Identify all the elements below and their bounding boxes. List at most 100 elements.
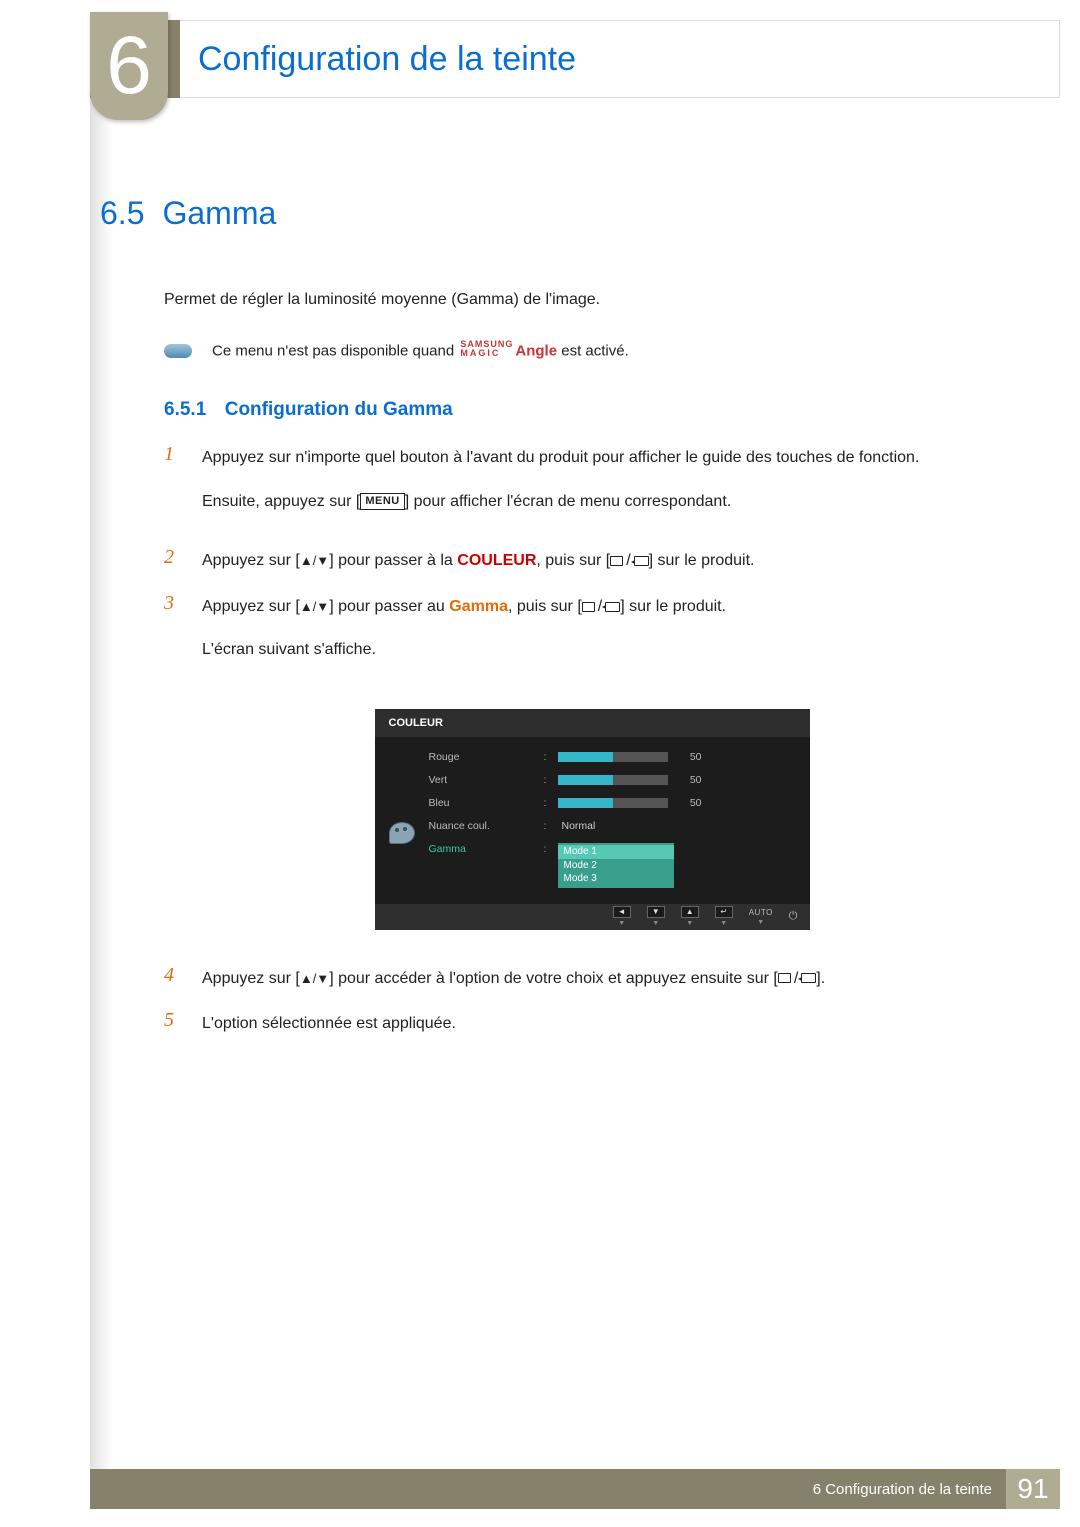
up-down-arrows-icon: ▲/▼ <box>300 553 329 568</box>
slider-val-rouge: 50 <box>678 751 702 763</box>
step-number: 1 <box>164 443 182 530</box>
slider-fill <box>558 775 613 785</box>
slider-track <box>558 775 668 785</box>
slider-val-vert: 50 <box>678 774 702 786</box>
osd-label-bleu: Bleu <box>429 797 544 809</box>
t: ] pour passer au <box>329 598 449 615</box>
footer-chapter-text: 6 Configuration de la teinte <box>813 1481 992 1498</box>
left-arrow-icon: ◄ <box>618 908 626 916</box>
t: ] sur le produit. <box>649 552 755 569</box>
colon: : <box>544 820 558 832</box>
osd-screenshot-wrap: COULEUR Rouge Vert Bleu Nuance coul. Gam… <box>164 709 1020 930</box>
slider-rouge: 50 <box>558 751 796 763</box>
step-2: 2 Appuyez sur [▲/▼] pour passer à la COU… <box>164 546 1020 576</box>
osd-title: COULEUR <box>375 709 810 737</box>
slider-fill <box>558 752 613 762</box>
up-down-arrows-icon: ▲/▼ <box>300 599 329 614</box>
t: , puis sur [ <box>536 552 610 569</box>
t: ] pour accéder à l'option de votre choix… <box>329 970 778 987</box>
power-icon: ⏻ <box>789 910 798 923</box>
indicator-icon: ▼ <box>618 920 625 927</box>
up-arrow-icon: ▲ <box>686 908 694 916</box>
page-footer: 6 Configuration de la teinte 91 <box>90 1469 1060 1509</box>
t: , puis sur [ <box>508 598 582 615</box>
slider-vert: 50 <box>558 774 796 786</box>
step-number: 5 <box>164 1009 182 1039</box>
indicator-icon: ▼ <box>686 920 693 927</box>
indicator-icon: ▼ <box>652 920 659 927</box>
colon: : <box>544 751 558 763</box>
slider-fill <box>558 798 613 808</box>
osd-values: 50 50 50 Normal Mode 1 Mode 2 <box>558 749 796 888</box>
osd-icon-column <box>389 749 429 888</box>
osd-body: Rouge Vert Bleu Nuance coul. Gamma : : :… <box>375 737 810 904</box>
colon: : <box>544 797 558 809</box>
step-3: 3 Appuyez sur [▲/▼] pour passer au Gamma… <box>164 592 1020 679</box>
subsection-number: 6.5.1 <box>164 399 206 420</box>
slider-bleu: 50 <box>558 797 796 809</box>
osd-panel: COULEUR Rouge Vert Bleu Nuance coul. Gam… <box>375 709 810 930</box>
up-down-arrows-icon: ▲/▼ <box>300 970 329 985</box>
step-body: Appuyez sur [▲/▼] pour passer au Gamma, … <box>202 592 726 679</box>
magic-text: MAGIC <box>460 348 500 358</box>
gamma-keyword: Gamma <box>449 598 508 615</box>
menu-key-icon: MENU <box>360 493 404 509</box>
section-intro: Permet de régler la luminosité moyenne (… <box>164 288 1020 312</box>
indicator-icon: ▼ <box>757 919 764 926</box>
colon: : <box>544 774 558 786</box>
select-enter-icon: / <box>610 546 648 576</box>
step-body: Appuyez sur [▲/▼] pour accéder à l'optio… <box>202 964 825 994</box>
t: ] pour afficher l'écran de menu correspo… <box>405 493 732 510</box>
osd-colons: : : : : : <box>544 749 558 888</box>
step-body: L'option sélectionnée est appliquée. <box>202 1009 456 1039</box>
colon: : <box>544 843 558 855</box>
step-1-p2: Ensuite, appuyez sur [MENU] pour affiche… <box>202 487 919 517</box>
t: Appuyez sur [ <box>202 552 300 569</box>
t: Ensuite, appuyez sur [ <box>202 493 360 510</box>
enter-icon: ↵ <box>720 908 727 916</box>
chapter-title-bar: Configuration de la teinte <box>180 20 1060 98</box>
palette-icon <box>389 822 415 844</box>
osd-labels: Rouge Vert Bleu Nuance coul. Gamma <box>429 749 544 888</box>
down-arrow-icon: ▼ <box>652 908 660 916</box>
gamma-dropdown: Mode 1 Mode 2 Mode 3 <box>558 843 674 888</box>
section-title: Gamma <box>162 195 276 232</box>
step-3-p2: L'écran suivant s'affiche. <box>202 635 726 665</box>
chapter-number-badge: 6 <box>90 12 168 120</box>
osd-label-nuance: Nuance coul. <box>429 820 544 832</box>
indicator-icon: ▼ <box>720 920 727 927</box>
slider-track <box>558 752 668 762</box>
t: ] pour passer à la <box>329 552 457 569</box>
subsection-heading: 6.5.1 Configuration du Gamma <box>164 399 1020 421</box>
steps-list-cont: 4 Appuyez sur [▲/▼] pour accéder à l'opt… <box>164 964 1020 1039</box>
couleur-keyword: COULEUR <box>457 552 536 569</box>
step-body: Appuyez sur [▲/▼] pour passer à la COULE… <box>202 546 754 576</box>
chapter-title: Configuration de la teinte <box>198 40 576 79</box>
osd-label-vert: Vert <box>429 774 544 786</box>
note-suffix: est activé. <box>561 343 629 360</box>
content-area: 6.5 Gamma Permet de régler la luminosité… <box>100 195 1020 1055</box>
select-enter-icon: / <box>582 592 620 622</box>
t: Appuyez sur [ <box>202 598 300 615</box>
slider-track <box>558 798 668 808</box>
t: ] sur le produit. <box>620 598 726 615</box>
step-number: 4 <box>164 964 182 994</box>
gamma-mode1: Mode 1 <box>558 845 674 859</box>
note-text: Ce menu n'est pas disponible quand SAMSU… <box>212 340 629 363</box>
slider-val-bleu: 50 <box>678 797 702 809</box>
gamma-mode3: Mode 3 <box>558 872 674 886</box>
osd-footer: ◄▼ ▼▼ ▲▼ ↵▼ AUTO▼ ⏻ <box>375 904 810 930</box>
angle-word: Angle <box>515 343 557 360</box>
step-number: 3 <box>164 592 182 679</box>
gamma-mode2: Mode 2 <box>558 859 674 873</box>
osd-down-button: ▼▼ <box>647 906 665 927</box>
step-3-p1: Appuyez sur [▲/▼] pour passer au Gamma, … <box>202 592 726 622</box>
steps-list: 1 Appuyez sur n'importe quel bouton à l'… <box>164 443 1020 679</box>
subsection-title: Configuration du Gamma <box>225 399 453 420</box>
note-row: Ce menu n'est pas disponible quand SAMSU… <box>164 340 1020 363</box>
osd-nuance-value: Normal <box>558 820 796 832</box>
osd-label-gamma: Gamma <box>429 843 544 855</box>
osd-label-rouge: Rouge <box>429 751 544 763</box>
chapter-number: 6 <box>106 19 152 113</box>
t: Appuyez sur [ <box>202 970 300 987</box>
